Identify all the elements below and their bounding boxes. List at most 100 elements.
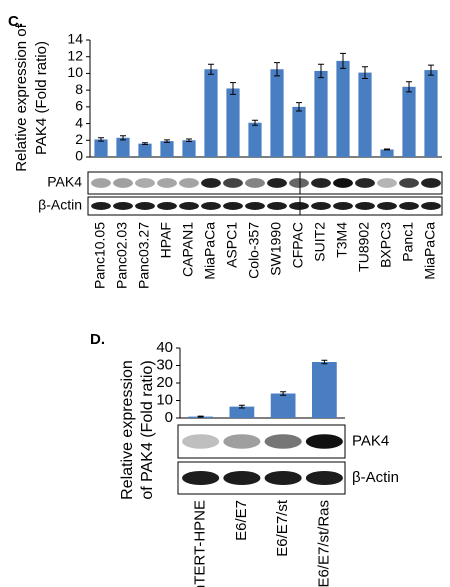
blot-band: [223, 202, 243, 210]
y-tick-label: 0: [75, 148, 83, 164]
x-tick-label: ASPC1: [224, 222, 240, 268]
x-tick-label: E6/E7/st/Ras: [315, 500, 332, 587]
y-tick-label: 10: [67, 64, 83, 80]
blot-band: [355, 202, 375, 210]
error-bar: [164, 139, 170, 143]
bar: [312, 362, 337, 418]
y-tick-label: 0: [165, 409, 173, 426]
x-tick-label: hTERT-HPNE: [192, 500, 209, 587]
x-tick-label: E6/E7: [233, 500, 250, 541]
blot-band: [305, 434, 343, 449]
blot-band: [91, 178, 111, 188]
error-bar: [98, 137, 104, 142]
error-bar: [406, 81, 412, 93]
error-bar: [296, 102, 302, 112]
bar: [270, 393, 296, 418]
blot-band: [264, 434, 302, 449]
blot-band: [333, 178, 353, 188]
bar: [270, 69, 284, 157]
blot-band: [182, 434, 220, 449]
blot-band: [399, 202, 419, 210]
bar: [336, 60, 350, 158]
blot-band: [377, 178, 397, 188]
error-bar: [120, 135, 126, 141]
blot-band: [223, 178, 243, 188]
y-axis-label: of PAK4 (Fold ratio): [139, 360, 156, 499]
y-tick-label: 30: [156, 356, 173, 373]
blot-band: [333, 202, 353, 210]
x-tick-label: Panc03.27: [136, 222, 152, 289]
error-bar: [142, 142, 148, 145]
bar: [160, 141, 174, 157]
blot-band: [135, 178, 155, 188]
blot-frame: [87, 196, 443, 216]
blot-band: [289, 202, 309, 210]
blot-band: [113, 202, 133, 210]
x-tick-label: CFPAC: [290, 222, 306, 268]
x-tick-label: SW1990: [268, 222, 284, 276]
y-axis-label: Relative expression: [119, 360, 136, 500]
blot-band: [311, 202, 331, 210]
error-bar: [428, 64, 434, 76]
x-tick-label: CAPAN1: [180, 222, 196, 277]
blot-band: [179, 178, 199, 188]
y-axis-label: Relative expression of: [13, 23, 30, 171]
blot-label: β-Actin: [352, 469, 399, 486]
bar: [358, 72, 372, 157]
bar: [226, 88, 240, 157]
blot-band: [157, 202, 177, 210]
blot-band: [245, 178, 265, 188]
bar: [204, 69, 218, 157]
bar: [138, 143, 152, 157]
error-bar: [384, 148, 390, 151]
bar: [292, 106, 306, 157]
error-bar: [274, 62, 280, 77]
blot-band: [157, 178, 177, 188]
y-tick-label: 20: [156, 374, 173, 391]
blot-band: [223, 434, 261, 449]
blot-band: [113, 178, 133, 188]
blot-band: [182, 470, 220, 486]
bar: [182, 140, 196, 157]
y-tick-label: 40: [156, 339, 173, 356]
blot-band: [201, 202, 221, 210]
error-bar: [321, 359, 328, 365]
blot-band: [267, 202, 287, 210]
x-tick-label: Panc1: [400, 222, 416, 262]
bar: [380, 149, 394, 157]
bar: [402, 86, 416, 157]
blot-label: PAK4: [47, 174, 82, 190]
x-tick-label: E6/E7/st: [274, 499, 291, 557]
x-tick-label: HPAF: [158, 222, 174, 258]
blot-band: [223, 470, 261, 486]
error-bar: [197, 415, 204, 418]
blot-band: [355, 178, 375, 188]
error-bar: [186, 138, 192, 143]
x-tick-label: BXPC3: [378, 222, 394, 268]
error-bar: [318, 63, 324, 79]
blot-band: [267, 178, 287, 188]
blot-band: [311, 178, 331, 188]
blot-band: [264, 470, 302, 486]
bar: [94, 139, 108, 157]
y-tick-label: 8: [75, 81, 83, 97]
x-tick-label: TU8902: [356, 222, 372, 272]
blot-frame: [87, 171, 443, 195]
x-tick-label: MiaPaCa: [202, 222, 218, 280]
bar: [248, 122, 262, 157]
blot-band: [245, 202, 265, 210]
error-bar: [230, 82, 236, 95]
blot-band: [421, 202, 441, 210]
x-tick-label: Panc10.05: [92, 222, 108, 289]
blot-band: [289, 178, 309, 188]
blot-band: [421, 178, 441, 188]
error-bar: [208, 63, 214, 75]
error-bar: [280, 391, 287, 396]
bar: [314, 70, 328, 157]
blot-label: β-Actin: [38, 197, 82, 213]
y-tick-label: 6: [75, 98, 83, 114]
y-tick-label: 2: [75, 131, 83, 147]
blot-band: [135, 202, 155, 210]
blot-band: [305, 470, 343, 486]
